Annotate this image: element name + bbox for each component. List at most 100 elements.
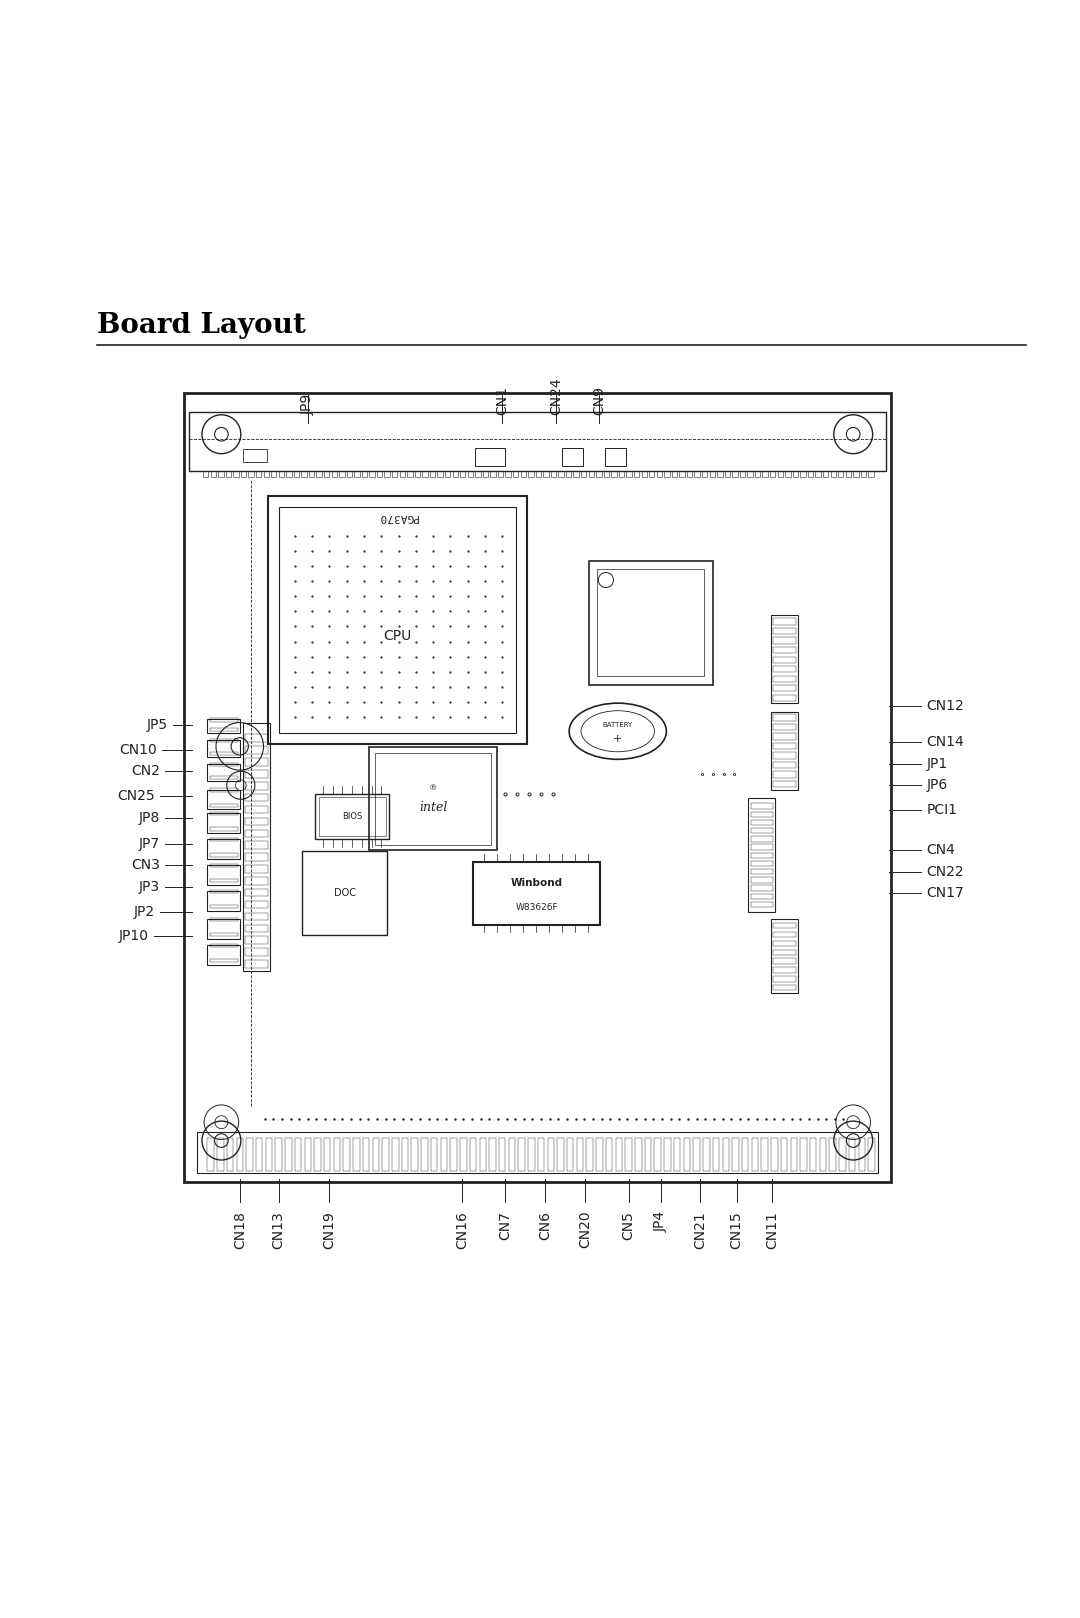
Bar xyxy=(210,917,238,921)
Text: CN11: CN11 xyxy=(766,1210,779,1249)
Bar xyxy=(773,628,796,634)
Bar xyxy=(343,1139,350,1171)
Bar xyxy=(445,471,450,477)
Bar xyxy=(751,869,773,874)
Bar xyxy=(581,471,586,477)
Bar xyxy=(521,471,526,477)
Bar xyxy=(400,471,405,477)
Bar xyxy=(702,471,707,477)
Bar xyxy=(596,471,602,477)
Text: Board Layout: Board Layout xyxy=(97,312,306,340)
Bar xyxy=(210,959,238,963)
Bar xyxy=(551,471,556,477)
Bar xyxy=(751,901,773,908)
Bar xyxy=(751,845,773,849)
Text: CN9: CN9 xyxy=(593,385,606,414)
Bar xyxy=(838,471,843,477)
Bar xyxy=(245,866,268,872)
Bar xyxy=(210,718,238,722)
Bar xyxy=(557,1139,564,1171)
Bar xyxy=(248,471,254,477)
Bar xyxy=(773,976,796,982)
Bar xyxy=(245,853,268,861)
Bar xyxy=(233,471,239,477)
Text: PGA370: PGA370 xyxy=(377,513,418,523)
Bar xyxy=(528,471,534,477)
Bar xyxy=(460,1139,467,1171)
Bar xyxy=(362,471,367,477)
Bar xyxy=(751,893,773,900)
Bar xyxy=(773,932,796,937)
Bar xyxy=(218,471,224,477)
Bar xyxy=(773,985,796,990)
Text: CN21: CN21 xyxy=(693,1210,706,1249)
Text: JP9: JP9 xyxy=(301,393,314,414)
Text: CN15: CN15 xyxy=(730,1210,743,1249)
Bar xyxy=(245,794,268,801)
Bar xyxy=(347,471,352,477)
Bar xyxy=(693,1139,700,1171)
Bar xyxy=(604,471,609,477)
Bar xyxy=(422,471,428,477)
Bar xyxy=(382,1139,389,1171)
Bar xyxy=(264,471,269,477)
Bar xyxy=(210,890,238,893)
Bar xyxy=(302,851,387,935)
Bar xyxy=(309,471,314,477)
Bar xyxy=(849,1139,855,1171)
Bar xyxy=(634,471,639,477)
Bar xyxy=(483,471,488,477)
Text: CN14: CN14 xyxy=(927,735,964,749)
Bar xyxy=(392,471,397,477)
Bar xyxy=(773,637,796,644)
Bar xyxy=(518,1139,525,1171)
Bar xyxy=(548,1139,554,1171)
Bar xyxy=(625,1139,632,1171)
Text: JP8: JP8 xyxy=(138,811,160,825)
Bar xyxy=(538,1139,544,1171)
Bar xyxy=(210,788,238,791)
Bar xyxy=(773,657,796,663)
Bar xyxy=(210,752,238,756)
Bar xyxy=(294,471,299,477)
Text: PCI1: PCI1 xyxy=(927,803,958,817)
Bar xyxy=(245,759,268,765)
Text: JP1: JP1 xyxy=(927,757,948,770)
Bar xyxy=(245,746,268,754)
Bar xyxy=(441,1139,447,1171)
Bar xyxy=(771,919,798,992)
Bar xyxy=(316,471,322,477)
Text: CN4: CN4 xyxy=(927,843,956,858)
Bar xyxy=(567,1139,573,1171)
Bar xyxy=(645,1139,651,1171)
Bar xyxy=(334,1139,340,1171)
Bar xyxy=(245,959,268,968)
Text: Winbond: Winbond xyxy=(511,879,563,888)
Bar xyxy=(210,934,238,937)
Bar xyxy=(747,471,753,477)
Bar xyxy=(339,471,345,477)
Bar xyxy=(509,1139,515,1171)
Bar xyxy=(505,471,511,477)
Bar xyxy=(626,471,632,477)
Bar xyxy=(245,877,268,885)
Bar xyxy=(207,764,240,781)
Bar xyxy=(755,471,760,477)
Bar xyxy=(245,735,268,743)
Bar xyxy=(773,667,796,673)
Text: JP2: JP2 xyxy=(133,904,154,919)
Bar xyxy=(589,471,594,477)
Bar xyxy=(566,471,571,477)
Bar xyxy=(717,471,723,477)
Bar xyxy=(820,1139,826,1171)
Bar xyxy=(773,733,796,739)
Bar xyxy=(751,877,773,883)
Bar xyxy=(725,471,730,477)
Bar xyxy=(210,739,238,743)
Bar xyxy=(207,945,240,964)
Bar xyxy=(324,471,329,477)
Bar xyxy=(411,1139,418,1171)
Bar xyxy=(616,1139,622,1171)
Text: W83626F: W83626F xyxy=(515,903,558,911)
Bar xyxy=(392,1139,399,1171)
